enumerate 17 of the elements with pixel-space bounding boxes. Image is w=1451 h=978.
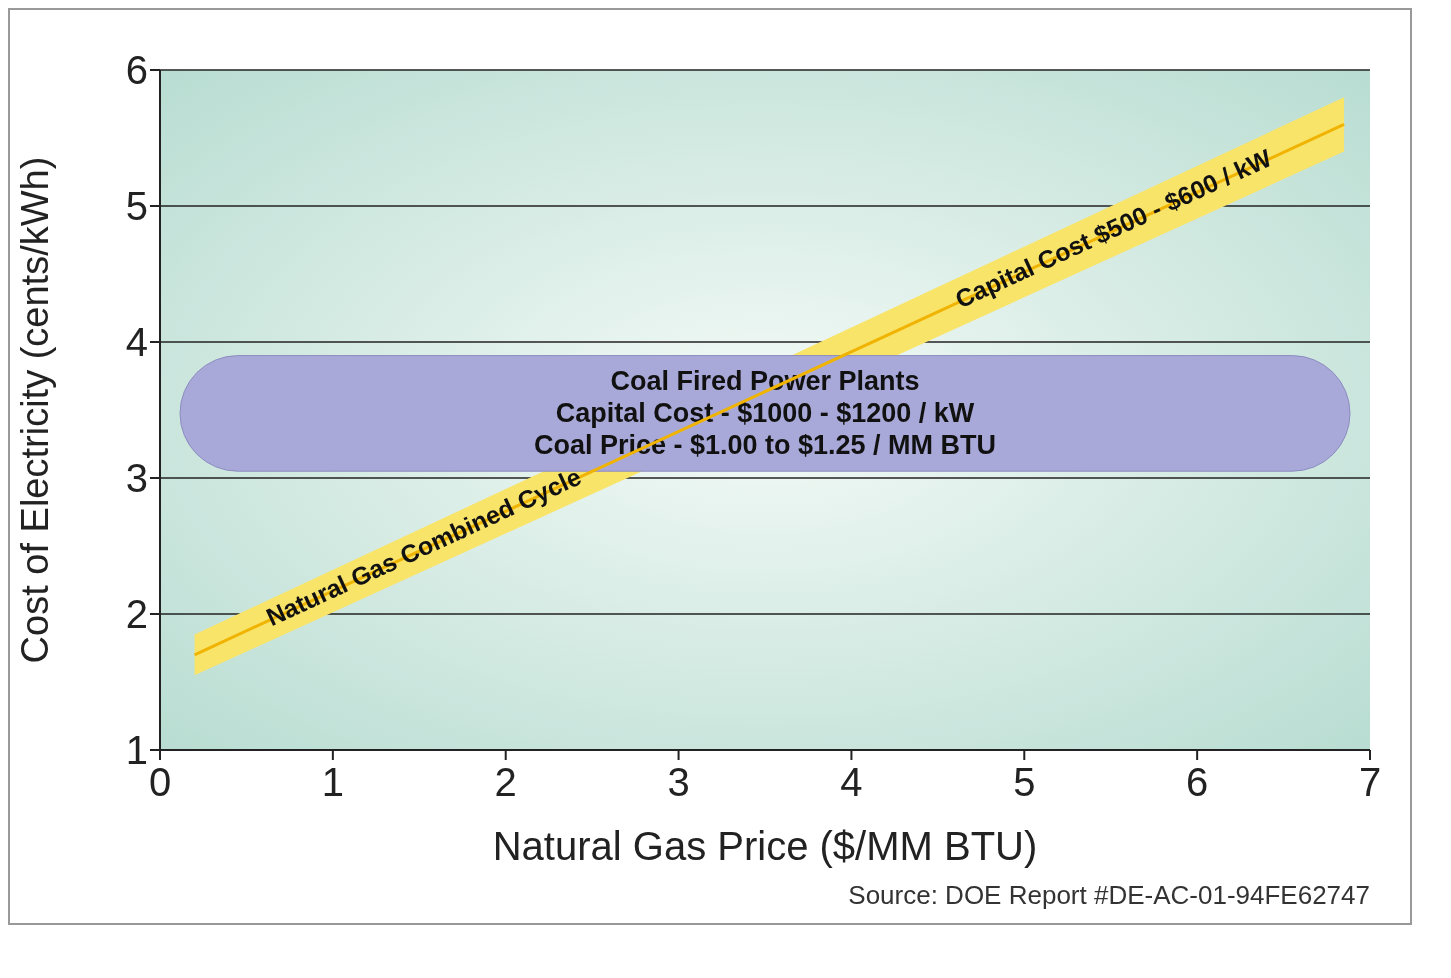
source-note: Source: DOE Report #DE-AC-01-94FE62747: [847, 880, 1371, 912]
x-tick-label: 3: [667, 760, 690, 805]
x-tick-label: 6: [1186, 760, 1209, 805]
y-tick-label: 1: [125, 728, 148, 773]
y-tick-label: 5: [125, 184, 148, 229]
x-tick-label: 5: [1013, 760, 1036, 805]
y-tick-label: 3: [125, 456, 148, 501]
y-tick-label: 6: [125, 48, 148, 93]
x-tick-label: 0: [148, 760, 172, 805]
x-axis-title: Natural Gas Price ($/MM BTU): [492, 824, 1038, 868]
x-tick-label: 1: [321, 760, 344, 805]
y-tick-label: 2: [125, 592, 148, 637]
x-tick-label: 4: [840, 760, 863, 805]
x-tick-label: 7: [1358, 760, 1382, 805]
x-tick-label: 2: [494, 760, 517, 805]
y-axis-title: Cost of Electricity (cents/kWh): [14, 156, 57, 664]
y-tick-label: 4: [125, 320, 148, 365]
